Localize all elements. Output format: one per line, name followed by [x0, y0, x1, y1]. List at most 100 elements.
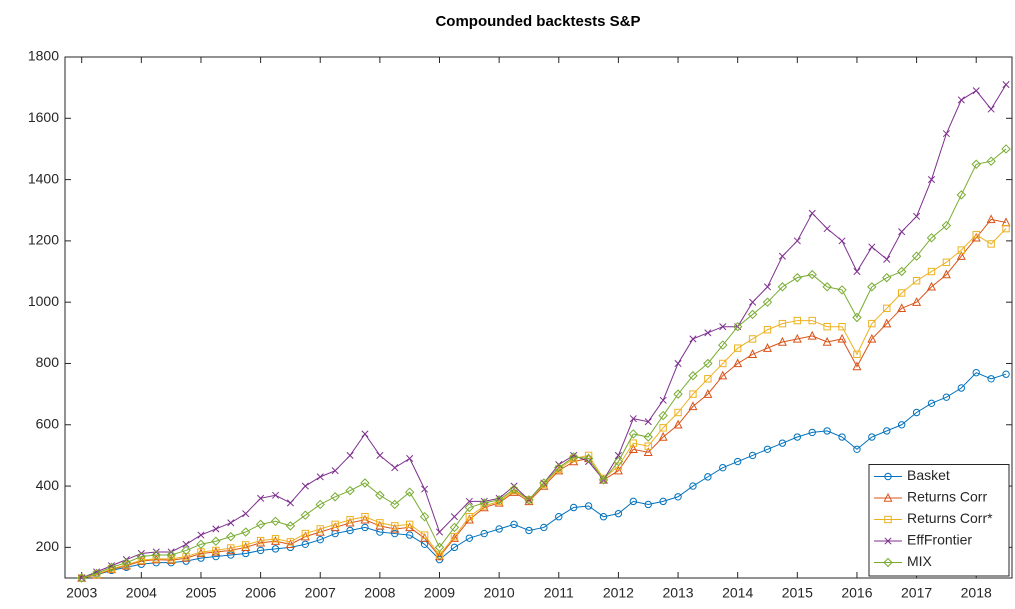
marker — [405, 520, 414, 529]
marker — [405, 531, 414, 539]
marker — [971, 232, 981, 242]
marker — [808, 316, 816, 325]
legend — [868, 464, 1010, 577]
marker — [688, 371, 698, 381]
marker — [555, 513, 563, 521]
marker — [346, 451, 354, 459]
x-tick-label: 2003 — [66, 585, 97, 601]
marker — [792, 333, 802, 343]
marker — [629, 497, 638, 506]
marker — [419, 511, 430, 522]
marker — [226, 545, 236, 555]
marker — [480, 529, 488, 538]
marker — [540, 523, 548, 532]
marker — [659, 396, 667, 404]
marker — [331, 467, 339, 475]
marker — [912, 277, 921, 285]
marker — [792, 272, 803, 283]
marker — [896, 266, 907, 277]
series-line — [81, 228, 1007, 579]
marker — [584, 502, 593, 510]
marker — [972, 231, 980, 239]
marker — [212, 546, 220, 555]
marker — [957, 96, 965, 104]
marker — [733, 457, 742, 466]
marker — [808, 209, 816, 217]
marker — [434, 542, 445, 553]
marker — [689, 335, 697, 343]
marker — [868, 433, 876, 441]
series-line — [81, 372, 1007, 579]
marker — [197, 531, 205, 539]
marker — [583, 453, 594, 464]
marker — [599, 513, 608, 521]
marker — [1001, 144, 1011, 154]
marker — [166, 550, 176, 560]
marker — [257, 494, 265, 502]
marker — [569, 503, 578, 512]
marker — [151, 550, 161, 560]
marker — [585, 457, 593, 466]
marker — [838, 322, 846, 331]
marker — [659, 497, 667, 506]
marker — [853, 267, 861, 276]
marker — [166, 555, 176, 564]
marker — [807, 269, 817, 280]
marker — [941, 220, 952, 231]
marker — [152, 548, 160, 556]
marker — [808, 428, 816, 437]
marker — [285, 539, 295, 548]
x-tick-label: 2017 — [901, 585, 932, 601]
marker — [406, 454, 414, 463]
marker — [390, 523, 400, 533]
x-tick-label: 2010 — [484, 585, 515, 601]
marker — [510, 486, 518, 495]
x-tick-label: 2012 — [603, 585, 634, 601]
marker — [77, 574, 86, 582]
marker — [867, 282, 877, 292]
marker — [540, 480, 548, 489]
marker — [316, 525, 324, 533]
marker — [598, 475, 609, 485]
marker — [525, 496, 533, 504]
x-tick-label: 2011 — [544, 585, 574, 601]
marker — [390, 499, 400, 510]
marker — [137, 549, 145, 558]
marker — [927, 399, 936, 408]
marker — [674, 408, 682, 417]
marker — [823, 225, 831, 233]
marker — [211, 546, 221, 556]
marker — [122, 561, 131, 569]
marker — [464, 502, 475, 513]
marker — [762, 343, 773, 352]
marker — [971, 159, 981, 169]
marker — [987, 105, 995, 113]
marker — [927, 267, 936, 276]
marker — [748, 451, 757, 460]
marker — [510, 520, 518, 529]
marker — [181, 552, 191, 562]
x-tick-label: 2004 — [126, 585, 157, 601]
marker — [316, 473, 324, 481]
marker — [673, 389, 683, 399]
x-tick-label: 2016 — [841, 585, 872, 601]
marker — [897, 289, 906, 297]
marker — [376, 519, 384, 527]
marker — [614, 509, 623, 518]
y-tick-label: 200 — [36, 538, 60, 554]
marker — [360, 478, 370, 488]
marker — [227, 551, 235, 559]
marker — [391, 529, 399, 538]
marker — [628, 444, 638, 453]
marker — [391, 464, 399, 472]
marker — [719, 323, 727, 331]
marker — [375, 520, 385, 530]
marker — [884, 537, 892, 545]
marker — [1002, 224, 1010, 233]
marker — [330, 522, 340, 532]
marker — [285, 521, 296, 531]
marker — [182, 552, 190, 561]
y-tick-label: 800 — [36, 354, 60, 370]
marker — [689, 390, 697, 398]
marker — [465, 497, 473, 505]
